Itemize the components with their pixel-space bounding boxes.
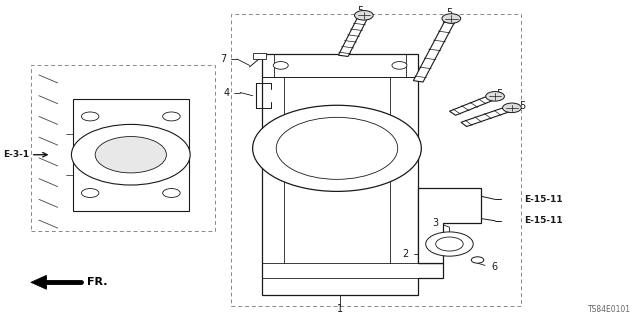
Bar [31,65,215,231]
Circle shape [95,137,166,173]
Text: 7: 7 [220,54,227,64]
Circle shape [81,112,99,121]
Polygon shape [31,275,47,289]
Bar [231,14,522,306]
Circle shape [471,257,484,263]
Text: 3: 3 [432,218,438,228]
Text: 1: 1 [337,304,343,315]
Text: E-15-11: E-15-11 [524,216,563,225]
Text: 2: 2 [403,249,409,259]
Circle shape [163,112,180,121]
Polygon shape [461,106,515,127]
Text: 6: 6 [492,262,497,272]
Text: 5: 5 [446,8,452,19]
Circle shape [355,11,373,20]
Circle shape [253,105,421,191]
Text: E-3-1: E-3-1 [3,150,29,159]
Circle shape [273,62,288,69]
Text: 5: 5 [357,6,364,16]
Polygon shape [449,94,498,115]
Text: 5: 5 [496,89,502,99]
Circle shape [81,189,99,197]
Text: 5: 5 [520,101,525,111]
Polygon shape [339,15,369,56]
Text: E-15-11: E-15-11 [524,195,563,204]
Circle shape [442,14,461,23]
Circle shape [392,62,407,69]
Text: FR.: FR. [87,277,108,287]
Circle shape [502,103,522,113]
Circle shape [426,232,473,256]
Polygon shape [418,188,481,263]
Polygon shape [262,54,443,295]
Bar [73,99,189,211]
Polygon shape [413,18,456,82]
Text: TS84E0101: TS84E0101 [588,305,630,314]
Circle shape [486,92,504,101]
Bar [253,53,266,59]
Circle shape [72,124,190,185]
Circle shape [163,189,180,197]
Text: 4: 4 [223,87,230,98]
